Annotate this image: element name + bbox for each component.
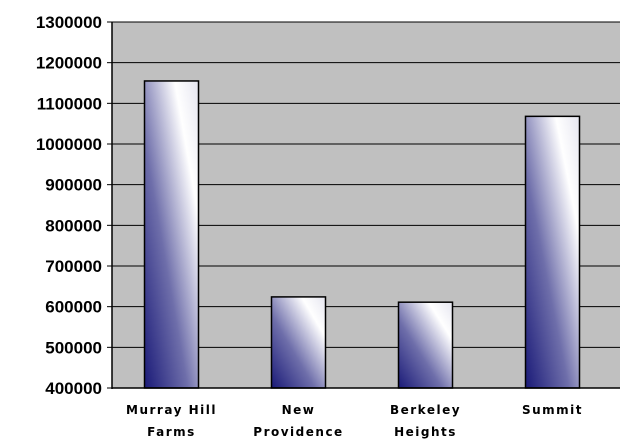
y-tick-label: 1200000 [36, 54, 102, 73]
y-tick-label: 1100000 [37, 94, 102, 113]
x-category-label: Berkeley Heights [390, 403, 461, 439]
y-tick-label: 1000000 [36, 135, 102, 154]
y-tick-label: 500000 [45, 338, 102, 357]
x-category-label-line: Murray Hill [126, 403, 217, 417]
y-tick-label: 800000 [45, 216, 102, 235]
x-category-label-line: Summit [522, 403, 583, 417]
x-category-label-line: New [282, 403, 316, 417]
x-category-label: New Providence [253, 403, 343, 439]
bar [143, 80, 200, 389]
bar [270, 296, 327, 389]
x-category-label-line: Heights [394, 425, 457, 439]
x-category-label-line: Farms [147, 425, 196, 439]
y-tick-label: 700000 [45, 257, 102, 276]
bar [397, 301, 454, 389]
x-axis: Murray Hill Farms New Providence Berkeley Hei… [112, 387, 620, 439]
bars [143, 80, 581, 389]
y-axis: 400000 500000 600000 700000 800000 900000 1000… [36, 13, 113, 398]
x-category-label: Murray Hill Farms [126, 403, 217, 439]
x-category-label-line: Providence [253, 425, 343, 439]
y-tick-label: 900000 [45, 176, 102, 195]
y-tick-label: 400000 [45, 379, 102, 398]
bar [524, 115, 581, 389]
y-tick-label: 600000 [45, 298, 102, 317]
y-tick-label: 1300000 [36, 13, 102, 32]
x-category-label-line: Berkeley [390, 403, 461, 417]
x-category-label: Summit [522, 403, 583, 417]
